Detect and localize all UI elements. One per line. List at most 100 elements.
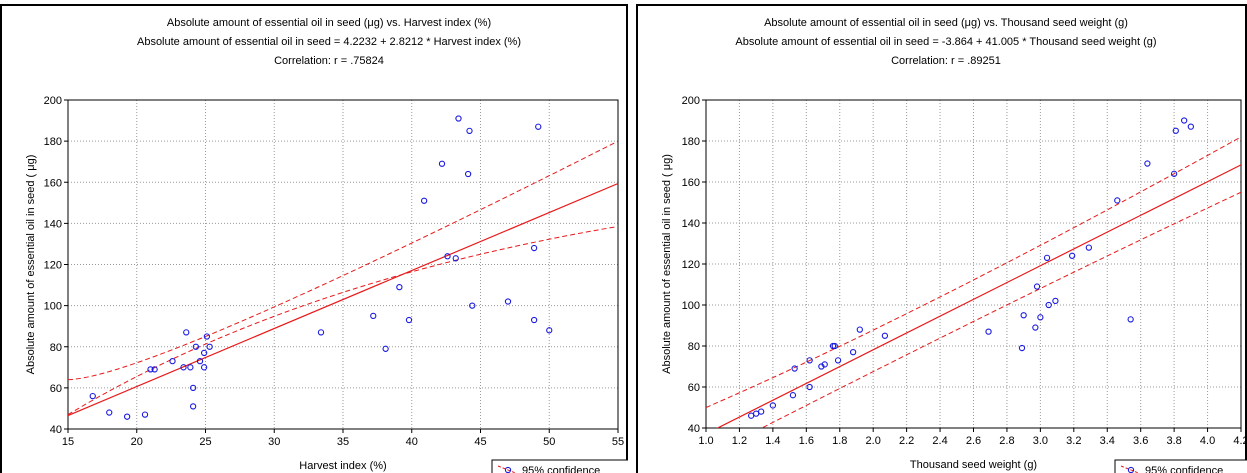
x-tick-label: 1.4: [765, 435, 780, 447]
y-axis-label: Absolute amount of essential oil in seed…: [661, 154, 673, 374]
data-point: [180, 364, 187, 371]
data-point: [1045, 301, 1052, 309]
x-axis-label: Harvest index (%): [299, 460, 386, 472]
data-point: [769, 402, 777, 409]
x-tick-label: 1.0: [698, 435, 713, 447]
y-tick-label: 80: [50, 342, 62, 354]
plot-content: [706, 117, 1241, 428]
scatter-chart-harvest-index: Absolute amount of essential oil in seed…: [0, 4, 628, 473]
data-point: [420, 197, 428, 204]
regression-line: [68, 182, 618, 417]
data-point: [834, 357, 842, 364]
chart-title-line: Absolute amount of essential oil in seed…: [167, 17, 491, 29]
x-tick-label: 25: [199, 436, 211, 448]
data-point: [370, 312, 377, 320]
y-tick-label: 100: [682, 300, 700, 312]
data-point: [187, 364, 194, 371]
y-tick-label: 140: [682, 218, 700, 230]
data-point: [530, 244, 538, 252]
data-point: [1037, 314, 1044, 321]
data-point: [189, 403, 197, 410]
data-point: [1144, 160, 1151, 167]
x-tick-label: 15: [62, 436, 74, 448]
data-point: [1114, 197, 1121, 204]
x-tick-label: 3.4: [1100, 435, 1115, 447]
y-tick-label: 120: [44, 260, 62, 272]
confidence-lower-line: [760, 191, 1241, 428]
data-point: [123, 413, 131, 420]
data-point: [758, 408, 765, 415]
x-tick-label: 1.6: [799, 435, 814, 447]
y-tick-label: 40: [688, 423, 700, 435]
data-point: [1068, 252, 1076, 259]
data-point: [1170, 170, 1178, 177]
data-point: [200, 364, 208, 371]
data-point: [747, 412, 755, 419]
data-point: [141, 411, 149, 418]
data-point: [438, 160, 446, 167]
y-tick-label: 160: [44, 177, 62, 189]
data-point: [469, 302, 476, 309]
data-point: [200, 349, 208, 357]
confidence-upper-line: [706, 136, 1241, 408]
scatter-panel-thousand-seed-weight: Absolute amount of essential oil in seed…: [636, 4, 1247, 473]
x-tick-label: 2.8: [999, 435, 1014, 447]
chart-title-line: Absolute amount of essential oil in seed…: [735, 36, 1156, 48]
data-point: [1085, 244, 1093, 251]
x-tick-label: 2.4: [932, 435, 947, 447]
data-point: [1187, 123, 1194, 130]
x-tick-label: 3.8: [1166, 435, 1181, 447]
panel-frame: [0, 4, 628, 473]
y-tick-label: 60: [688, 382, 700, 394]
y-tick-label: 200: [682, 95, 700, 107]
data-point: [189, 384, 197, 392]
data-point: [203, 333, 211, 340]
chart-title-line: Correlation: r = .89251: [891, 55, 1001, 67]
x-tick-label: 55: [612, 436, 624, 448]
data-point: [546, 327, 553, 334]
y-axis-label: Absolute amount of essential oil in seed…: [25, 155, 37, 375]
data-point: [1043, 254, 1051, 261]
data-point: [452, 255, 459, 262]
y-tick-label: 60: [50, 383, 62, 395]
scatter-chart-thousand-seed-weight: Absolute amount of essential oil in seed…: [636, 4, 1247, 473]
legend-label: 95% confidence: [522, 465, 600, 473]
x-tick-label: 50: [543, 436, 555, 448]
y-tick-label: 100: [44, 301, 62, 313]
x-tick-label: 3.0: [1033, 435, 1048, 447]
y-tick-label: 180: [682, 136, 700, 148]
data-point: [789, 392, 797, 399]
data-point: [196, 357, 204, 365]
x-tick-label: 3.6: [1133, 435, 1148, 447]
x-tick-label: 2.6: [966, 435, 981, 447]
y-tick-label: 120: [682, 259, 700, 271]
data-point: [821, 361, 828, 368]
confidence-lower-line: [68, 225, 618, 416]
data-point: [530, 316, 538, 324]
data-point: [183, 329, 190, 336]
chart-title-line: Correlation: r = .75824: [274, 55, 384, 67]
data-point: [396, 283, 403, 291]
x-tick-label: 1.8: [832, 435, 847, 447]
data-point: [806, 357, 813, 364]
data-point: [317, 329, 325, 336]
data-point: [444, 253, 451, 260]
data-point: [806, 383, 813, 391]
x-tick-label: 3.2: [1066, 435, 1081, 447]
data-point: [169, 357, 176, 365]
data-point: [985, 328, 992, 335]
x-tick-label: 2.0: [866, 435, 881, 447]
data-point: [856, 326, 863, 333]
x-tick-label: 1.2: [732, 435, 747, 447]
y-tick-label: 80: [688, 341, 700, 353]
x-axis-label: Thousand seed weight (g): [910, 459, 1037, 471]
legend-box: [491, 459, 628, 473]
data-point: [753, 410, 760, 417]
chart-title-line: Absolute amount of essential oil in seed…: [137, 36, 521, 48]
y-tick-label: 200: [44, 95, 62, 107]
data-point: [849, 348, 857, 356]
data-point: [455, 115, 462, 122]
legend-label: 95% confidence: [1145, 465, 1223, 473]
data-point: [1020, 312, 1027, 319]
regression-line: [716, 164, 1241, 428]
